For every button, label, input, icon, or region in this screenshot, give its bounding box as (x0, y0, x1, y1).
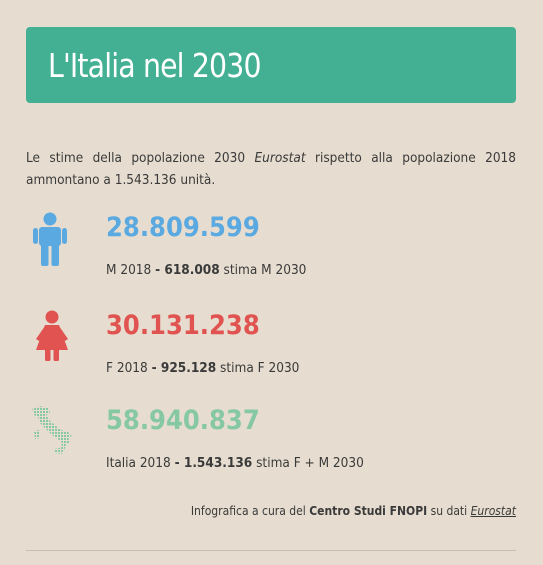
eurostat-link[interactable]: Eurostat (470, 504, 516, 518)
credit-middle: su dati (427, 504, 471, 518)
page-title: L'Italia nel 2030 (48, 45, 262, 85)
female-detail-post: stima F 2030 (216, 360, 300, 376)
male-icon (32, 212, 68, 272)
male-detail: M 2018 - 618.008 stima M 2030 (106, 262, 306, 278)
male-number: 28.809.599 (106, 212, 260, 243)
credit-line: Infografica a cura del Centro Studi FNOP… (191, 504, 516, 518)
divider (26, 550, 516, 551)
italy-number: 58.940.837 (106, 405, 260, 436)
credit-before: Infografica a cura del (190, 504, 310, 518)
female-detail-value: - 925.128 (151, 360, 217, 376)
stat-male: 28.809.599 M 2018 - 618.008 stima M 2030 (26, 212, 516, 292)
female-icon (32, 310, 72, 366)
title-banner: L'Italia nel 2030 (26, 27, 516, 103)
female-number: 30.131.238 (106, 310, 260, 341)
female-detail: F 2018 - 925.128 stima F 2030 (106, 360, 299, 376)
male-detail-pre: M 2018 (106, 262, 156, 278)
italy-detail-post: stima F + M 2030 (252, 455, 364, 471)
intro-after: rispetto alla popolazione 2018 ammontano… (26, 149, 516, 188)
female-detail-pre: F 2018 (106, 360, 152, 376)
italy-detail-pre: Italia 2018 (106, 455, 175, 471)
male-detail-post: stima M 2030 (219, 262, 307, 278)
intro-before: Le stime della popolazione 2030 (26, 149, 255, 166)
italy-detail: Italia 2018 - 1.543.136 stima F + M 2030 (106, 455, 364, 471)
male-detail-value: - 618.008 (155, 262, 220, 278)
intro-text: Le stime della popolazione 2030 Eurostat… (26, 147, 516, 191)
stat-female: 30.131.238 F 2018 - 925.128 stima F 2030 (26, 310, 516, 390)
italy-detail-value: - 1.543.136 (174, 455, 253, 471)
credit-org: Centro Studi FNOPI (309, 504, 428, 518)
stat-italy: 58.940.837 Italia 2018 - 1.543.136 stima… (26, 405, 516, 485)
intro-source: Eurostat (254, 149, 306, 166)
italy-map-icon (28, 405, 76, 459)
